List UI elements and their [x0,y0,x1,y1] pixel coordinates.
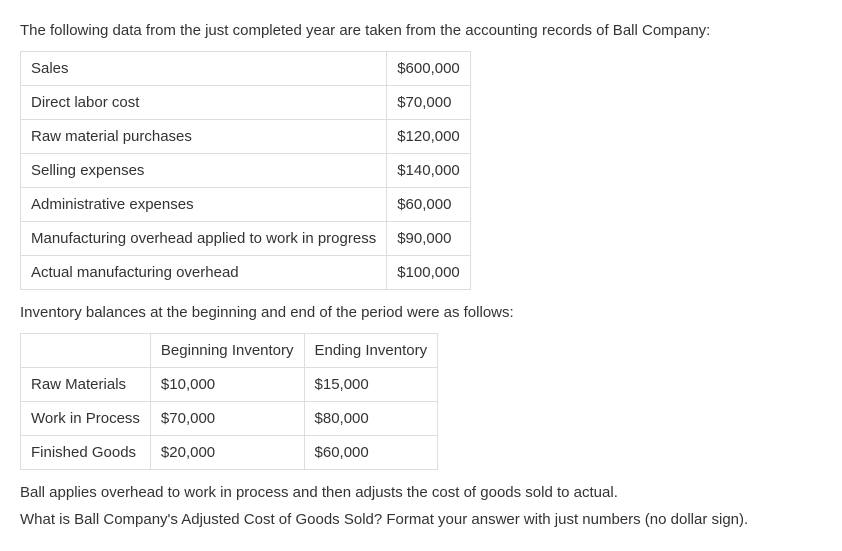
ending-value: $15,000 [304,368,438,402]
table-row: Actual manufacturing overhead $100,000 [21,256,471,290]
row-label: Raw material purchases [21,120,387,154]
row-label: Work in Process [21,402,151,436]
row-value: $140,000 [387,154,471,188]
header-row: Beginning Inventory Ending Inventory [21,334,438,368]
row-value: $90,000 [387,222,471,256]
row-label: Manufacturing overhead applied to work i… [21,222,387,256]
row-label: Actual manufacturing overhead [21,256,387,290]
table-row: Sales $600,000 [21,52,471,86]
row-label: Administrative expenses [21,188,387,222]
footer-text-1: Ball applies overhead to work in process… [20,482,822,505]
row-value: $600,000 [387,52,471,86]
footer-text-2: What is Ball Company's Adjusted Cost of … [20,509,822,532]
row-value: $70,000 [387,86,471,120]
row-label: Direct labor cost [21,86,387,120]
ending-value: $80,000 [304,402,438,436]
beginning-value: $20,000 [150,436,304,470]
mid-text: Inventory balances at the beginning and … [20,302,822,323]
row-label: Finished Goods [21,436,151,470]
beginning-value: $10,000 [150,368,304,402]
table-row: Work in Process $70,000 $80,000 [21,402,438,436]
row-value: $120,000 [387,120,471,154]
table-row: Raw material purchases $120,000 [21,120,471,154]
row-label: Sales [21,52,387,86]
table-row: Administrative expenses $60,000 [21,188,471,222]
accounting-data-table: Sales $600,000 Direct labor cost $70,000… [20,51,471,290]
row-label: Selling expenses [21,154,387,188]
table-row: Direct labor cost $70,000 [21,86,471,120]
row-value: $60,000 [387,188,471,222]
ending-value: $60,000 [304,436,438,470]
table-row: Raw Materials $10,000 $15,000 [21,368,438,402]
table-row: Finished Goods $20,000 $60,000 [21,436,438,470]
row-value: $100,000 [387,256,471,290]
table-row: Manufacturing overhead applied to work i… [21,222,471,256]
header-cell: Ending Inventory [304,334,438,368]
beginning-value: $70,000 [150,402,304,436]
intro-text: The following data from the just complet… [20,20,822,41]
header-cell: Beginning Inventory [150,334,304,368]
table-row: Selling expenses $140,000 [21,154,471,188]
inventory-table: Beginning Inventory Ending Inventory Raw… [20,333,438,470]
row-label: Raw Materials [21,368,151,402]
header-cell [21,334,151,368]
